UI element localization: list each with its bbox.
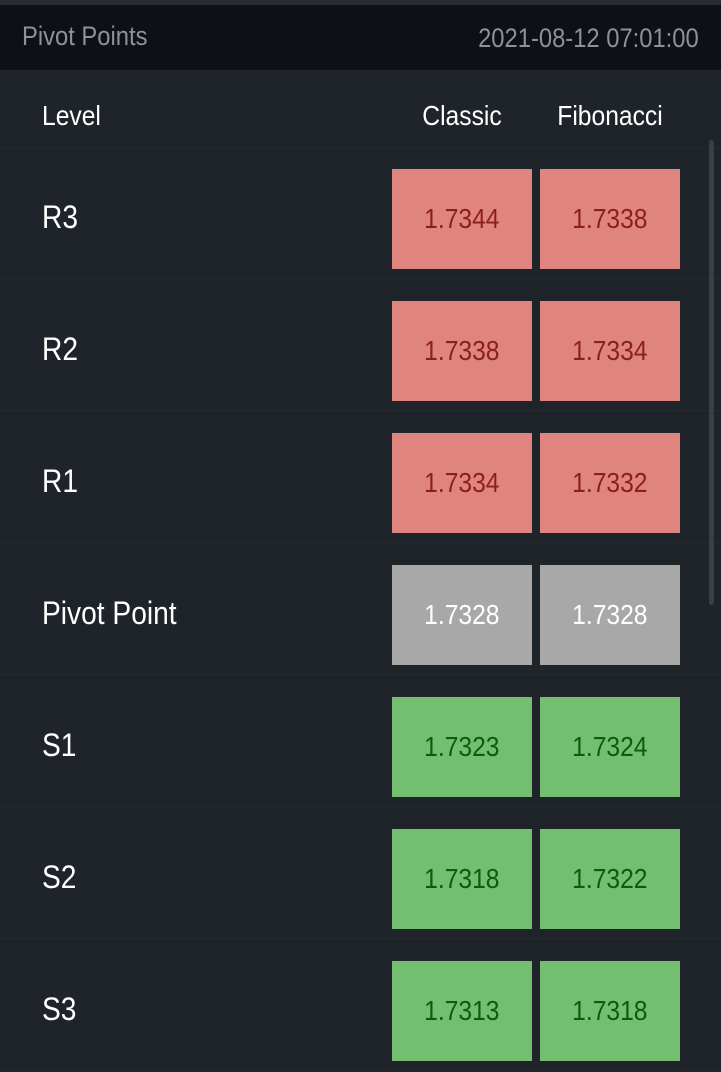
level-label: S1 <box>42 727 77 763</box>
table-row: S3 1.7313 1.7318 <box>0 939 721 1071</box>
scrollbar[interactable] <box>709 140 714 605</box>
classic-value-cell: 1.7328 <box>392 565 532 665</box>
classic-value: 1.7313 <box>424 995 500 1026</box>
classic-value: 1.7334 <box>424 467 500 498</box>
panel-header: Pivot Points 2021-08-12 07:01:00 <box>0 5 721 70</box>
fibonacci-value-cell: 1.7322 <box>540 829 680 929</box>
level-label: S2 <box>42 859 77 895</box>
column-header-level: Level <box>42 100 101 131</box>
fibonacci-value-cell: 1.7334 <box>540 301 680 401</box>
fibonacci-value-cell: 1.7338 <box>540 169 680 269</box>
level-label: Pivot Point <box>42 595 177 631</box>
level-label: R3 <box>42 199 78 235</box>
fibonacci-value: 1.7318 <box>572 995 648 1026</box>
classic-value-cell: 1.7334 <box>392 433 532 533</box>
column-header-fibonacci: Fibonacci <box>557 100 663 131</box>
table-row: R1 1.7334 1.7332 <box>0 411 721 543</box>
fibonacci-value: 1.7332 <box>572 467 648 498</box>
table-row: S2 1.7318 1.7322 <box>0 807 721 939</box>
level-label: S3 <box>42 991 77 1027</box>
top-strip <box>0 0 721 5</box>
table-row: Pivot Point 1.7328 1.7328 <box>0 543 721 675</box>
fibonacci-value: 1.7328 <box>572 599 648 630</box>
classic-value-cell: 1.7313 <box>392 961 532 1061</box>
classic-value-cell: 1.7318 <box>392 829 532 929</box>
table-header: Level Classic Fibonacci <box>0 70 721 148</box>
classic-value-cell: 1.7323 <box>392 697 532 797</box>
fibonacci-value: 1.7322 <box>572 863 648 894</box>
table-row: R3 1.7344 1.7338 <box>0 147 721 279</box>
classic-value: 1.7338 <box>424 335 500 366</box>
fibonacci-value-cell: 1.7332 <box>540 433 680 533</box>
table-row: S1 1.7323 1.7324 <box>0 675 721 807</box>
fibonacci-value-cell: 1.7318 <box>540 961 680 1061</box>
classic-value: 1.7323 <box>424 731 500 762</box>
level-label: R2 <box>42 331 78 367</box>
timestamp: 2021-08-12 07:01:00 <box>478 23 699 53</box>
classic-value-cell: 1.7338 <box>392 301 532 401</box>
fibonacci-value-cell: 1.7324 <box>540 697 680 797</box>
level-label: R1 <box>42 463 78 499</box>
classic-value: 1.7328 <box>424 599 500 630</box>
classic-value: 1.7344 <box>424 203 500 234</box>
fibonacci-value: 1.7334 <box>572 335 648 366</box>
classic-value-cell: 1.7344 <box>392 169 532 269</box>
fibonacci-value: 1.7324 <box>572 731 648 762</box>
column-header-classic: Classic <box>422 100 502 131</box>
panel-title: Pivot Points <box>22 21 148 51</box>
fibonacci-value: 1.7338 <box>572 203 648 234</box>
fibonacci-value-cell: 1.7328 <box>540 565 680 665</box>
classic-value: 1.7318 <box>424 863 500 894</box>
table-row: R2 1.7338 1.7334 <box>0 279 721 411</box>
